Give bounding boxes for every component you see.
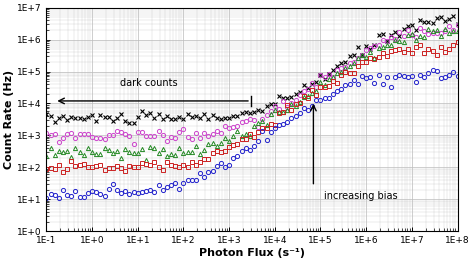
- Y-axis label: Count Rate (Hz): Count Rate (Hz): [4, 70, 14, 169]
- X-axis label: Photon Flux (s⁻¹): Photon Flux (s⁻¹): [199, 248, 305, 258]
- Text: increasing bias: increasing bias: [324, 191, 398, 201]
- Text: dark counts: dark counts: [119, 78, 177, 88]
